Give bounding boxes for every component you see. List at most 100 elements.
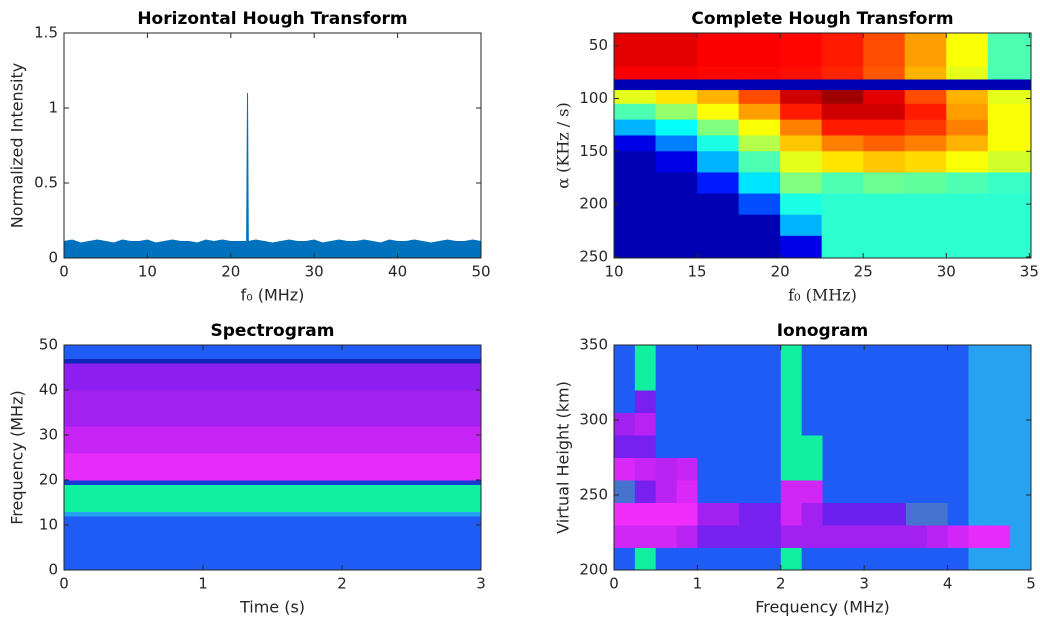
- y-tick-label: 0: [48, 561, 58, 579]
- heatmap-cell: [64, 453, 482, 481]
- heatmap-cell: [614, 214, 657, 237]
- heatmap-cell: [634, 412, 657, 436]
- heatmap-cell: [801, 480, 823, 503]
- heatmap-cell: [64, 426, 482, 454]
- heatmap-cell: [801, 435, 823, 458]
- heatmap-cell: [987, 33, 1032, 52]
- heatmap-cell: [780, 50, 823, 68]
- heatmap-cell: [676, 345, 698, 368]
- heatmap-cell: [739, 480, 761, 503]
- heatmap-cell: [863, 50, 906, 68]
- y-tick-label: 1: [48, 99, 58, 117]
- heatmap-cell: [655, 525, 678, 548]
- heatmap-cell: [843, 457, 865, 481]
- heatmap-cell: [697, 103, 740, 121]
- heatmap-cell: [905, 345, 928, 368]
- heatmap-cell: [821, 50, 864, 68]
- heatmap-cell: [801, 412, 823, 436]
- heatmap-cell: [946, 79, 989, 91]
- heatmap-cell: [739, 525, 761, 548]
- heatmap-cell: [926, 345, 949, 368]
- x-tick-label: 0: [59, 575, 69, 593]
- heatmap-cell: [946, 119, 989, 136]
- heatmap-cell: [634, 457, 657, 481]
- heatmap-cell: [946, 151, 989, 173]
- x-tick-label: 3: [476, 575, 486, 593]
- heatmap-cell: [905, 390, 928, 413]
- heatmap-cell: [822, 367, 844, 391]
- heatmap-cell: [738, 66, 781, 80]
- heatmap-cell: [614, 33, 657, 52]
- y-tick-label: 100: [579, 89, 608, 107]
- heatmap-cell: [676, 502, 698, 526]
- heatmap-cell: [759, 547, 782, 571]
- x-tick-label: 20: [221, 263, 240, 281]
- heatmap-cell: [697, 547, 719, 571]
- heatmap-cell: [863, 90, 906, 105]
- heatmap-cell: [947, 367, 969, 391]
- heatmap-cell: [655, 502, 678, 526]
- heatmap-cell: [821, 193, 864, 216]
- heatmap-cell: [904, 66, 947, 80]
- heatmap-cell: [1010, 480, 1032, 503]
- heatmap-cell: [655, 480, 678, 503]
- heatmap-cell: [989, 412, 1011, 436]
- heatmap-cell: [739, 412, 761, 436]
- heatmap-cell: [697, 480, 719, 503]
- chart-title: Horizontal Hough Transform: [137, 9, 407, 29]
- x-tick-label: 2: [776, 575, 786, 593]
- heatmap-cell: [718, 390, 740, 413]
- heatmap-cell: [926, 502, 949, 526]
- heatmap-cell: [904, 90, 947, 105]
- heatmap-cell: [904, 235, 947, 259]
- heatmap-cell: [885, 435, 907, 458]
- heatmap-cell: [864, 390, 886, 413]
- heatmap-cell: [821, 172, 864, 195]
- heatmap-cell: [947, 345, 969, 368]
- heatmap-cell: [904, 172, 947, 195]
- y-tick-label: 40: [39, 381, 58, 399]
- heatmap-cell: [821, 235, 864, 259]
- heatmap-cell: [885, 412, 907, 436]
- axes-frame: [63, 344, 482, 571]
- heatmap-cell: [905, 480, 928, 503]
- heatmap-cell: [863, 135, 906, 152]
- heatmap-cell: [843, 345, 865, 368]
- heatmap-cell: [801, 502, 823, 526]
- y-tick-label: 30: [39, 426, 58, 444]
- heatmap-cell: [738, 103, 781, 121]
- x-tick-label: 10: [138, 263, 157, 281]
- heatmap-cell: [926, 457, 949, 481]
- heatmap-cell: [780, 345, 803, 368]
- x-tick-label: 40: [388, 263, 407, 281]
- heatmap-cell: [946, 33, 989, 52]
- heatmap-cell: [655, 119, 698, 136]
- heatmap-cell: [718, 367, 740, 391]
- y-tick-label: 0.5: [34, 174, 58, 192]
- x-tick-label: 0: [609, 575, 619, 593]
- heatmap-cell: [780, 103, 823, 121]
- heatmap-cell: [697, 90, 740, 105]
- heatmap-cell: [655, 547, 678, 571]
- heatmap-cell: [821, 33, 864, 52]
- heatmap-cell: [759, 435, 782, 458]
- heatmap-cell: [989, 480, 1011, 503]
- heatmap-cell: [614, 66, 657, 80]
- heatmap-cell: [718, 502, 740, 526]
- heatmap-cell: [989, 457, 1011, 481]
- heatmap-cell: [780, 367, 803, 391]
- heatmap-cell: [863, 79, 906, 91]
- heatmap-cell: [780, 390, 803, 413]
- heatmap-cell: [614, 345, 636, 368]
- heatmap-cell: [614, 547, 636, 571]
- x-tick-label: 30: [305, 263, 324, 281]
- heatmap-cell: [655, 193, 698, 216]
- y-axis-label: Frequency (MHz): [8, 390, 27, 524]
- heatmap-cell: [655, 235, 698, 259]
- heatmap-cell: [780, 235, 823, 259]
- heatmap-cell: [614, 235, 657, 259]
- heatmap-cell: [614, 480, 636, 503]
- heatmap-cell: [843, 547, 865, 571]
- heatmap-cell: [697, 79, 740, 91]
- y-tick-label: 250: [579, 247, 608, 265]
